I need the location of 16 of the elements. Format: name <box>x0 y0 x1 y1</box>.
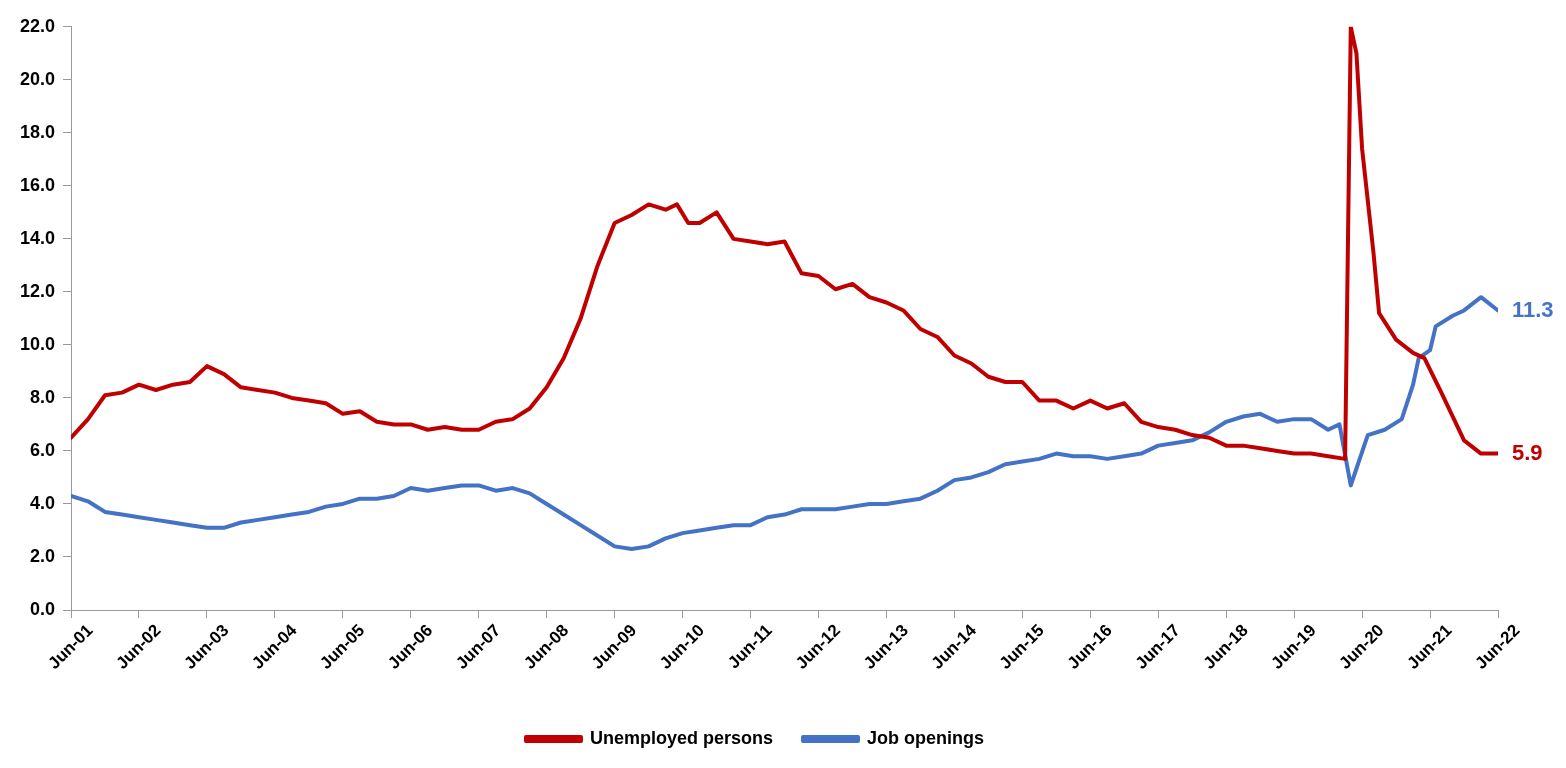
y-tick-label: 10.0 <box>19 333 56 354</box>
annotation: 11.3 <box>1512 296 1554 322</box>
legend-label: Job openings <box>867 727 985 748</box>
annotation: 5.9 <box>1512 439 1543 465</box>
y-tick-label: 4.0 <box>30 492 56 513</box>
y-tick-label: 16.0 <box>19 174 56 195</box>
y-tick-label: 6.0 <box>30 439 56 460</box>
y-tick-label: 18.0 <box>19 121 56 142</box>
y-tick-label: 20.0 <box>19 68 56 89</box>
y-tick-label: 12.0 <box>19 280 56 301</box>
y-tick-label: 0.0 <box>30 598 56 619</box>
y-tick-label: 2.0 <box>30 545 56 566</box>
legend-label: Unemployed persons <box>589 727 774 748</box>
y-tick-label: 14.0 <box>19 227 56 248</box>
y-tick-label: 22.0 <box>19 15 56 36</box>
y-tick-label: 8.0 <box>30 386 56 407</box>
